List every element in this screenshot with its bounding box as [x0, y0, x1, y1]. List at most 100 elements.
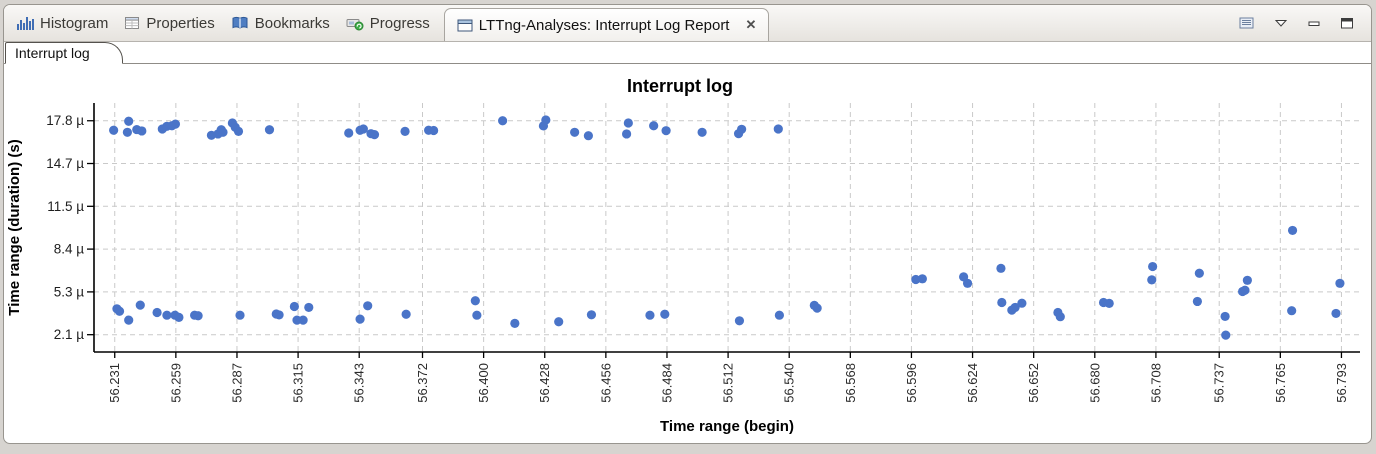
x-axis-label: Time range (begin) — [660, 418, 794, 435]
tab-properties[interactable]: Properties — [116, 5, 222, 41]
tab-label: Properties — [146, 14, 215, 32]
x-tick-label: 56.765 — [1273, 363, 1288, 403]
tab-label: Progress — [369, 14, 430, 32]
data-point — [1220, 311, 1230, 322]
x-tick-label: 56.512 — [721, 363, 736, 403]
x-tick-label: 56.315 — [291, 363, 306, 403]
data-point — [363, 301, 373, 311]
histogram-icon — [17, 15, 34, 31]
data-point — [812, 303, 822, 313]
dropdown-arrow-icon[interactable] — [1273, 17, 1289, 29]
data-point — [124, 315, 134, 325]
subtab-bar: Interrupt log — [4, 42, 1371, 64]
data-point — [152, 307, 162, 318]
data-point — [737, 124, 747, 134]
view-menu-icon[interactable] — [1238, 15, 1256, 31]
data-point — [996, 263, 1006, 273]
y-tick-label: 8.4 µ — [54, 242, 85, 257]
data-point — [401, 309, 411, 319]
data-point — [114, 306, 125, 316]
data-point — [774, 310, 784, 320]
tab-label: LTTng-Analyses: Interrupt Log Report — [478, 16, 730, 34]
maximize-icon[interactable] — [1339, 16, 1355, 30]
x-tick-label: 56.343 — [352, 363, 367, 403]
tab-label: Histogram — [40, 14, 109, 32]
data-point — [583, 131, 593, 141]
x-tick-label: 56.652 — [1026, 363, 1041, 403]
tab-bookmarks[interactable]: Bookmarks — [223, 5, 338, 41]
data-point — [218, 127, 228, 137]
data-point — [358, 124, 368, 134]
view-window: Histogram Properties Book — [3, 4, 1372, 444]
data-point — [109, 125, 119, 135]
data-point — [472, 310, 482, 320]
x-tick-label: 56.484 — [659, 363, 674, 403]
data-point — [304, 302, 314, 313]
data-point — [135, 300, 145, 310]
x-tick-label: 56.680 — [1087, 363, 1102, 403]
data-point — [623, 118, 633, 128]
data-point — [649, 121, 659, 131]
data-point — [124, 116, 134, 126]
data-point — [193, 311, 203, 321]
data-point — [1192, 296, 1202, 307]
data-point — [645, 310, 655, 320]
data-point — [174, 312, 184, 322]
data-point — [541, 115, 551, 125]
view-window-icon — [457, 18, 473, 33]
data-point — [1242, 275, 1252, 285]
data-point — [264, 125, 275, 135]
tab-lttng-interrupt-log-report[interactable]: LTTng-Analyses: Interrupt Log Report ✕ — [443, 8, 770, 41]
y-tick-label: 14.7 µ — [46, 156, 84, 171]
tabstrip-spacer — [769, 5, 1238, 41]
subtab-interrupt-log[interactable]: Interrupt log — [5, 42, 123, 64]
data-point — [289, 301, 299, 312]
y-tick-label: 17.8 µ — [46, 113, 84, 128]
data-point — [997, 297, 1007, 308]
data-point — [298, 315, 308, 325]
tab-histogram[interactable]: Histogram — [9, 5, 116, 41]
x-tick-label: 56.540 — [782, 363, 797, 403]
data-point — [1148, 261, 1158, 272]
x-tick-label: 56.793 — [1334, 363, 1349, 403]
tab-progress[interactable]: Progress — [338, 5, 438, 41]
data-point — [498, 116, 508, 126]
tab-label: Bookmarks — [254, 14, 330, 32]
view-tab-bar: Histogram Properties Book — [4, 5, 1371, 42]
data-point — [1104, 298, 1114, 308]
minimize-icon[interactable] — [1306, 16, 1322, 30]
data-point — [661, 126, 671, 136]
x-tick-label: 56.231 — [107, 363, 122, 403]
close-icon[interactable]: ✕ — [745, 17, 757, 32]
data-point — [162, 310, 172, 320]
data-point — [962, 278, 973, 288]
x-tick-label: 56.400 — [476, 363, 491, 403]
data-point — [470, 296, 480, 306]
data-point — [1055, 312, 1065, 322]
x-tick-label: 56.568 — [843, 363, 858, 403]
data-point — [570, 127, 580, 137]
data-point — [1287, 306, 1297, 316]
data-point — [235, 310, 245, 320]
x-tick-label: 56.372 — [415, 363, 430, 403]
data-point — [400, 126, 410, 136]
data-point — [170, 119, 181, 129]
data-point — [1221, 330, 1231, 340]
data-point — [660, 309, 670, 319]
data-point — [344, 128, 354, 138]
scatter-plot: 56.231 56.259 56.287 56.315 56.343 56.372 56.4… — [6, 76, 1360, 435]
data-point — [429, 125, 439, 136]
data-point — [697, 127, 707, 137]
data-point — [122, 127, 132, 137]
data-point — [1194, 268, 1204, 278]
x-tick-label: 56.737 — [1212, 363, 1227, 403]
x-tick-label: 56.456 — [598, 363, 613, 403]
properties-icon — [124, 15, 140, 31]
data-point — [1240, 285, 1250, 295]
y-tick-label: 2.1 µ — [54, 327, 85, 342]
data-point — [917, 274, 927, 284]
chart-title: Interrupt log — [627, 76, 733, 96]
x-tick-label: 56.708 — [1148, 363, 1163, 403]
data-point — [734, 316, 745, 326]
data-point — [1017, 298, 1027, 308]
